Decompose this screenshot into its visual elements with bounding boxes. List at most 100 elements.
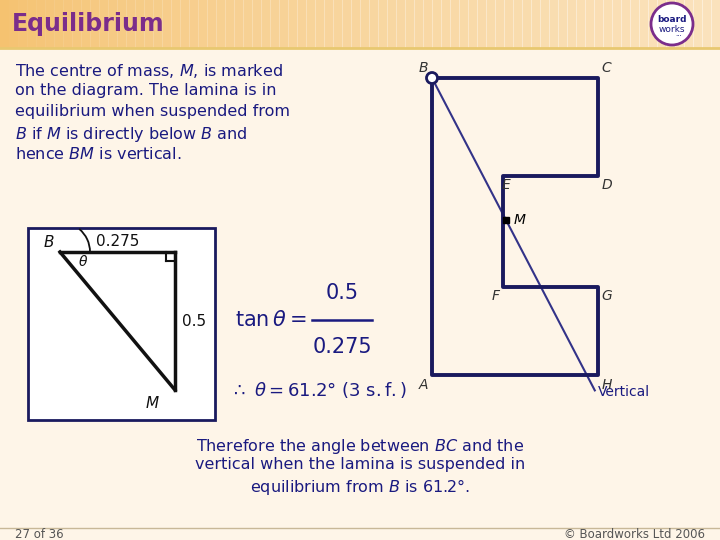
Bar [351, 0, 361, 48]
Bar [684, 0, 694, 48]
Text: $\theta$: $\theta$ [78, 254, 89, 269]
Circle shape [651, 3, 693, 45]
Bar [675, 0, 685, 48]
Bar [369, 0, 379, 48]
Bar [495, 0, 505, 48]
Text: $B$: $B$ [43, 234, 55, 250]
Bar [171, 0, 181, 48]
Text: Therefore the angle between $BC$ and the: Therefore the angle between $BC$ and the [196, 437, 524, 456]
Bar [36, 0, 46, 48]
Bar [396, 0, 406, 48]
Text: board: board [657, 15, 687, 24]
Bar [576, 0, 586, 48]
Bar [549, 0, 559, 48]
Bar [45, 0, 55, 48]
Text: 0.5: 0.5 [182, 314, 206, 328]
Bar [162, 0, 172, 48]
Text: $D$: $D$ [601, 178, 613, 192]
Bar [414, 0, 424, 48]
Bar [243, 0, 253, 48]
Bar [72, 0, 82, 48]
Bar [90, 0, 100, 48]
Text: vertical when the lamina is suspended in: vertical when the lamina is suspended in [195, 457, 525, 472]
Bar [0, 0, 10, 48]
Bar [540, 0, 550, 48]
Text: $\tan\theta =$: $\tan\theta =$ [235, 310, 307, 330]
Bar [459, 0, 469, 48]
Text: $\therefore\ \theta = 61.2°\ \mathrm{(3\ s.f.)}$: $\therefore\ \theta = 61.2°\ \mathrm{(3\… [230, 380, 408, 400]
Text: Vertical: Vertical [598, 386, 650, 400]
Bar [648, 0, 658, 48]
Text: The centre of mass, $M$, is marked: The centre of mass, $M$, is marked [15, 62, 283, 80]
Bar [585, 0, 595, 48]
Bar [315, 0, 325, 48]
Bar [252, 0, 262, 48]
Bar [477, 0, 487, 48]
Bar [135, 0, 145, 48]
Text: $H$: $H$ [601, 378, 613, 392]
Bar [657, 0, 667, 48]
Text: $G$: $G$ [601, 289, 613, 303]
Bar [288, 0, 298, 48]
Bar [207, 0, 217, 48]
Bar [567, 0, 577, 48]
Text: 0.5: 0.5 [325, 283, 359, 303]
Text: Equilibrium: Equilibrium [12, 12, 165, 36]
Bar [216, 0, 226, 48]
Bar [513, 0, 523, 48]
Bar [126, 0, 136, 48]
Bar [225, 0, 235, 48]
Bar [504, 0, 514, 48]
Text: $F$: $F$ [491, 289, 501, 303]
Bar [144, 0, 154, 48]
Bar [180, 0, 190, 48]
Bar [441, 0, 451, 48]
Bar [27, 0, 37, 48]
Bar [702, 0, 712, 48]
Bar [117, 0, 127, 48]
Bar [28, 228, 215, 420]
Bar [522, 0, 532, 48]
Bar [0, 0, 720, 48]
Bar [54, 0, 64, 48]
Bar [324, 0, 334, 48]
Bar [468, 0, 478, 48]
Bar [558, 0, 568, 48]
Bar [711, 0, 720, 48]
Bar [621, 0, 631, 48]
Bar [342, 0, 352, 48]
Text: $B$: $B$ [418, 61, 429, 75]
Text: equilibrium from $B$ is 61.2°.: equilibrium from $B$ is 61.2°. [250, 477, 470, 497]
Bar [486, 0, 496, 48]
Bar [594, 0, 604, 48]
Bar [531, 0, 541, 48]
Bar [63, 0, 73, 48]
Bar [630, 0, 640, 48]
Text: equilibrium when suspended from: equilibrium when suspended from [15, 104, 290, 119]
Bar [423, 0, 433, 48]
Bar [639, 0, 649, 48]
Bar [387, 0, 397, 48]
Text: hence $BM$ is vertical.: hence $BM$ is vertical. [15, 146, 181, 162]
Text: 27 of 36: 27 of 36 [15, 529, 63, 540]
Bar [297, 0, 307, 48]
Bar [234, 0, 244, 48]
Bar [81, 0, 91, 48]
Bar [432, 0, 442, 48]
Bar [18, 0, 28, 48]
Bar [603, 0, 613, 48]
Bar [333, 0, 343, 48]
Bar [666, 0, 676, 48]
Text: $C$: $C$ [601, 61, 613, 75]
Bar [279, 0, 289, 48]
Bar [198, 0, 208, 48]
Text: works: works [659, 24, 685, 33]
Bar [9, 0, 19, 48]
Text: $M$: $M$ [513, 213, 526, 227]
Bar [612, 0, 622, 48]
Text: 0.275: 0.275 [312, 337, 372, 357]
Text: on the diagram. The lamina is in: on the diagram. The lamina is in [15, 83, 276, 98]
Text: $A$: $A$ [418, 378, 429, 392]
Bar [108, 0, 118, 48]
Text: © Boardworks Ltd 2006: © Boardworks Ltd 2006 [564, 529, 705, 540]
